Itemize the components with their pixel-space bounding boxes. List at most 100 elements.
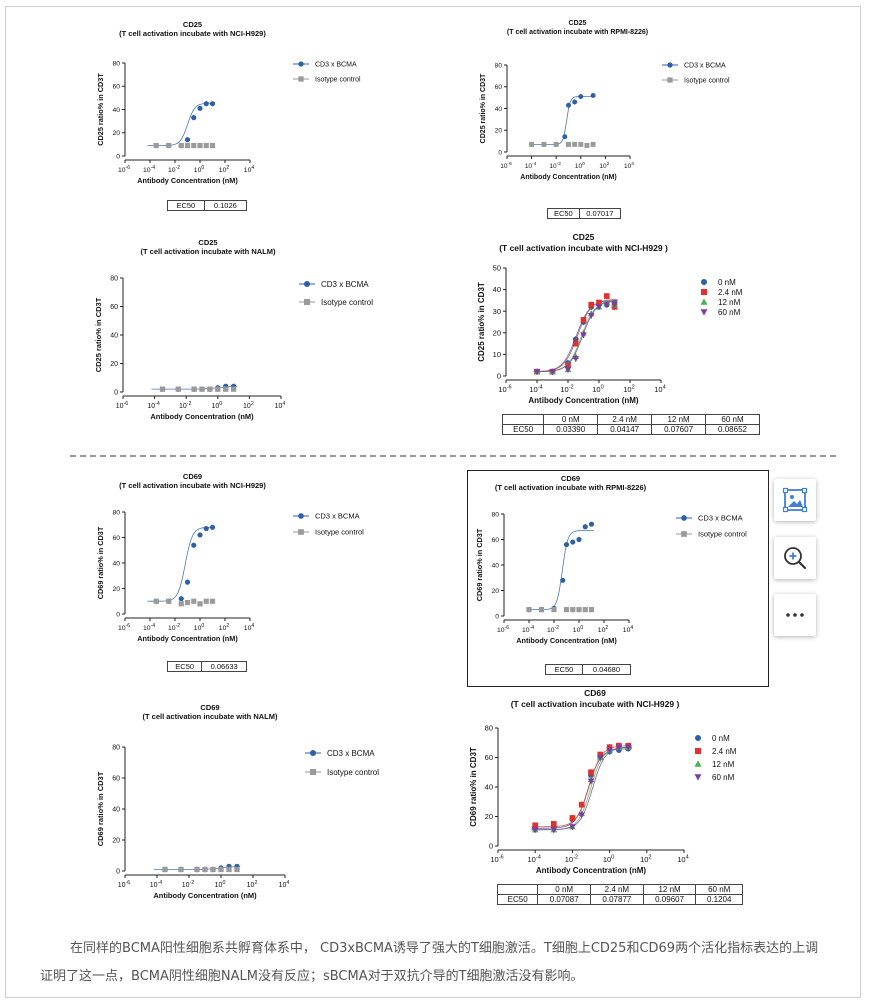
data-point <box>572 356 580 363</box>
fit-curve <box>533 300 618 372</box>
ec50-header-cell: 12 nM <box>642 884 697 895</box>
x-axis-label: Antibody Concentration (nM) <box>153 891 257 900</box>
y-axis-label: CD69 ratio% in CD3T <box>475 528 484 601</box>
data-point <box>191 115 197 121</box>
data-point <box>580 332 587 339</box>
data-point <box>226 866 232 873</box>
data-point <box>203 598 209 604</box>
x-tick-label: 10-4 <box>525 161 537 170</box>
x-axis-label: Antibody Concentration (nM) <box>520 174 616 181</box>
y-tick-label: 20 <box>491 588 499 595</box>
data-point <box>580 316 587 323</box>
image-frame-button[interactable] <box>774 479 816 521</box>
legend-marker <box>298 513 304 519</box>
y-tick-label: 80 <box>485 724 493 733</box>
x-tick-label: 10-6 <box>116 401 129 410</box>
x-tick-label: 104 <box>624 161 634 170</box>
x-tick-label: 104 <box>279 880 290 889</box>
x-tick-label: 104 <box>275 401 286 410</box>
x-tick-label: 10-2 <box>565 855 578 864</box>
x-tick-label: 10-6 <box>500 161 512 170</box>
data-point <box>191 542 197 548</box>
zoom-in-button[interactable] <box>774 537 816 579</box>
data-point <box>597 754 604 761</box>
x-tick-label: 100 <box>573 625 584 634</box>
chart-cd69-nci-h929: CD69 (T cell activation incubate with NCI… <box>95 472 395 677</box>
legend-marker <box>700 309 708 316</box>
ec50-table: 0 nM 2.4 nM 12 nM 60 nM EC50 0.07087 0.07877 0.… <box>496 884 743 905</box>
ec50-value: 0.09607 <box>642 894 697 905</box>
y-tick-label: 30 <box>493 307 501 316</box>
data-point <box>197 532 203 538</box>
x-tick-label: 102 <box>247 880 258 889</box>
data-point <box>191 142 197 149</box>
ec50-header-cell <box>496 884 539 895</box>
x-axis-label: Antibody Concentration (nM) <box>528 396 639 405</box>
legend-marker <box>303 298 311 306</box>
x-tick-label: 102 <box>640 855 651 864</box>
data-point <box>209 101 216 107</box>
ec50-table: EC50 0.1026 <box>167 200 248 211</box>
chart-title: CD69 <box>584 688 606 698</box>
data-point <box>526 607 532 613</box>
data-point <box>578 801 585 808</box>
chart-cd25-nci-h929-sbcma: CD25 (T cell activation incubate with NCI… <box>466 232 786 442</box>
x-tick-label: 104 <box>623 625 634 634</box>
x-tick-label: 10-4 <box>143 165 155 174</box>
y-tick-label: 20 <box>112 130 120 137</box>
legend-label: CD3 x BCMA <box>315 512 360 521</box>
data-point <box>582 524 588 530</box>
legend-label: CD3 x BCMA <box>684 62 726 69</box>
chart-cd25-nalm: CD25 (T cell activation incubate with NAL… <box>94 238 395 438</box>
legend-marker <box>681 515 687 521</box>
data-point <box>572 141 578 147</box>
ec50-value: 0.1204 <box>695 894 743 905</box>
data-point <box>203 142 209 149</box>
y-tick-label: 60 <box>491 537 499 544</box>
legend-label: CD3 x BCMA <box>327 749 375 758</box>
y-tick-label: 0 <box>116 153 120 160</box>
ec50-table: EC50 0.07017 <box>547 208 622 219</box>
data-point <box>578 141 584 147</box>
x-tick-label: 10-6 <box>498 385 511 394</box>
data-point <box>566 102 571 108</box>
zoom-in-icon <box>784 547 807 570</box>
data-point <box>533 369 541 376</box>
y-tick-label: 80 <box>110 275 118 282</box>
legend-label: Isotype control <box>684 77 730 84</box>
data-point <box>588 607 595 613</box>
ec50-header-cell: 0 nM <box>537 884 592 895</box>
ec50-value: 0.07087 <box>537 894 592 905</box>
x-tick-label: 100 <box>215 880 226 889</box>
y-tick-label: 40 <box>110 332 118 339</box>
data-point <box>563 542 570 548</box>
more-options-button[interactable] <box>774 594 816 636</box>
ec50-table: EC50 0.04680 <box>545 664 632 675</box>
data-point <box>531 827 539 834</box>
x-tick-label: 100 <box>575 161 585 170</box>
data-point <box>223 386 229 392</box>
legend-marker <box>694 774 702 781</box>
data-point <box>560 577 566 583</box>
x-tick-label: 10-6 <box>497 625 509 634</box>
chart-cd69-nci-h929-sbcma: CD69 (T cell activation incubate with NCI… <box>466 688 786 908</box>
fit-curve <box>529 96 596 145</box>
ec50-table: 0 nM 2.4 nM 12 nM 60 nM EC50 0.03390 0.04147 0.… <box>501 414 760 435</box>
ec50-header-cell: 12 nM <box>651 414 707 425</box>
data-point <box>159 386 166 392</box>
ec50-row-label: EC50 <box>496 894 539 905</box>
data-point <box>572 99 578 105</box>
legend-label: 60 nM <box>718 308 741 317</box>
legend-marker <box>298 61 304 67</box>
legend-marker <box>694 734 702 742</box>
ec50-header-cell: 0 nM <box>543 414 599 425</box>
x-tick-label: 100 <box>211 401 222 410</box>
x-axis-label: Antibody Concentration (nM) <box>150 412 254 421</box>
data-point <box>178 596 184 602</box>
x-tick-label: 102 <box>599 161 609 170</box>
legend-marker <box>694 760 702 767</box>
chart-title: CD69 <box>560 474 581 483</box>
x-tick-label: 10-2 <box>549 161 561 170</box>
x-tick-label: 10-2 <box>168 165 180 174</box>
data-point <box>603 302 611 309</box>
